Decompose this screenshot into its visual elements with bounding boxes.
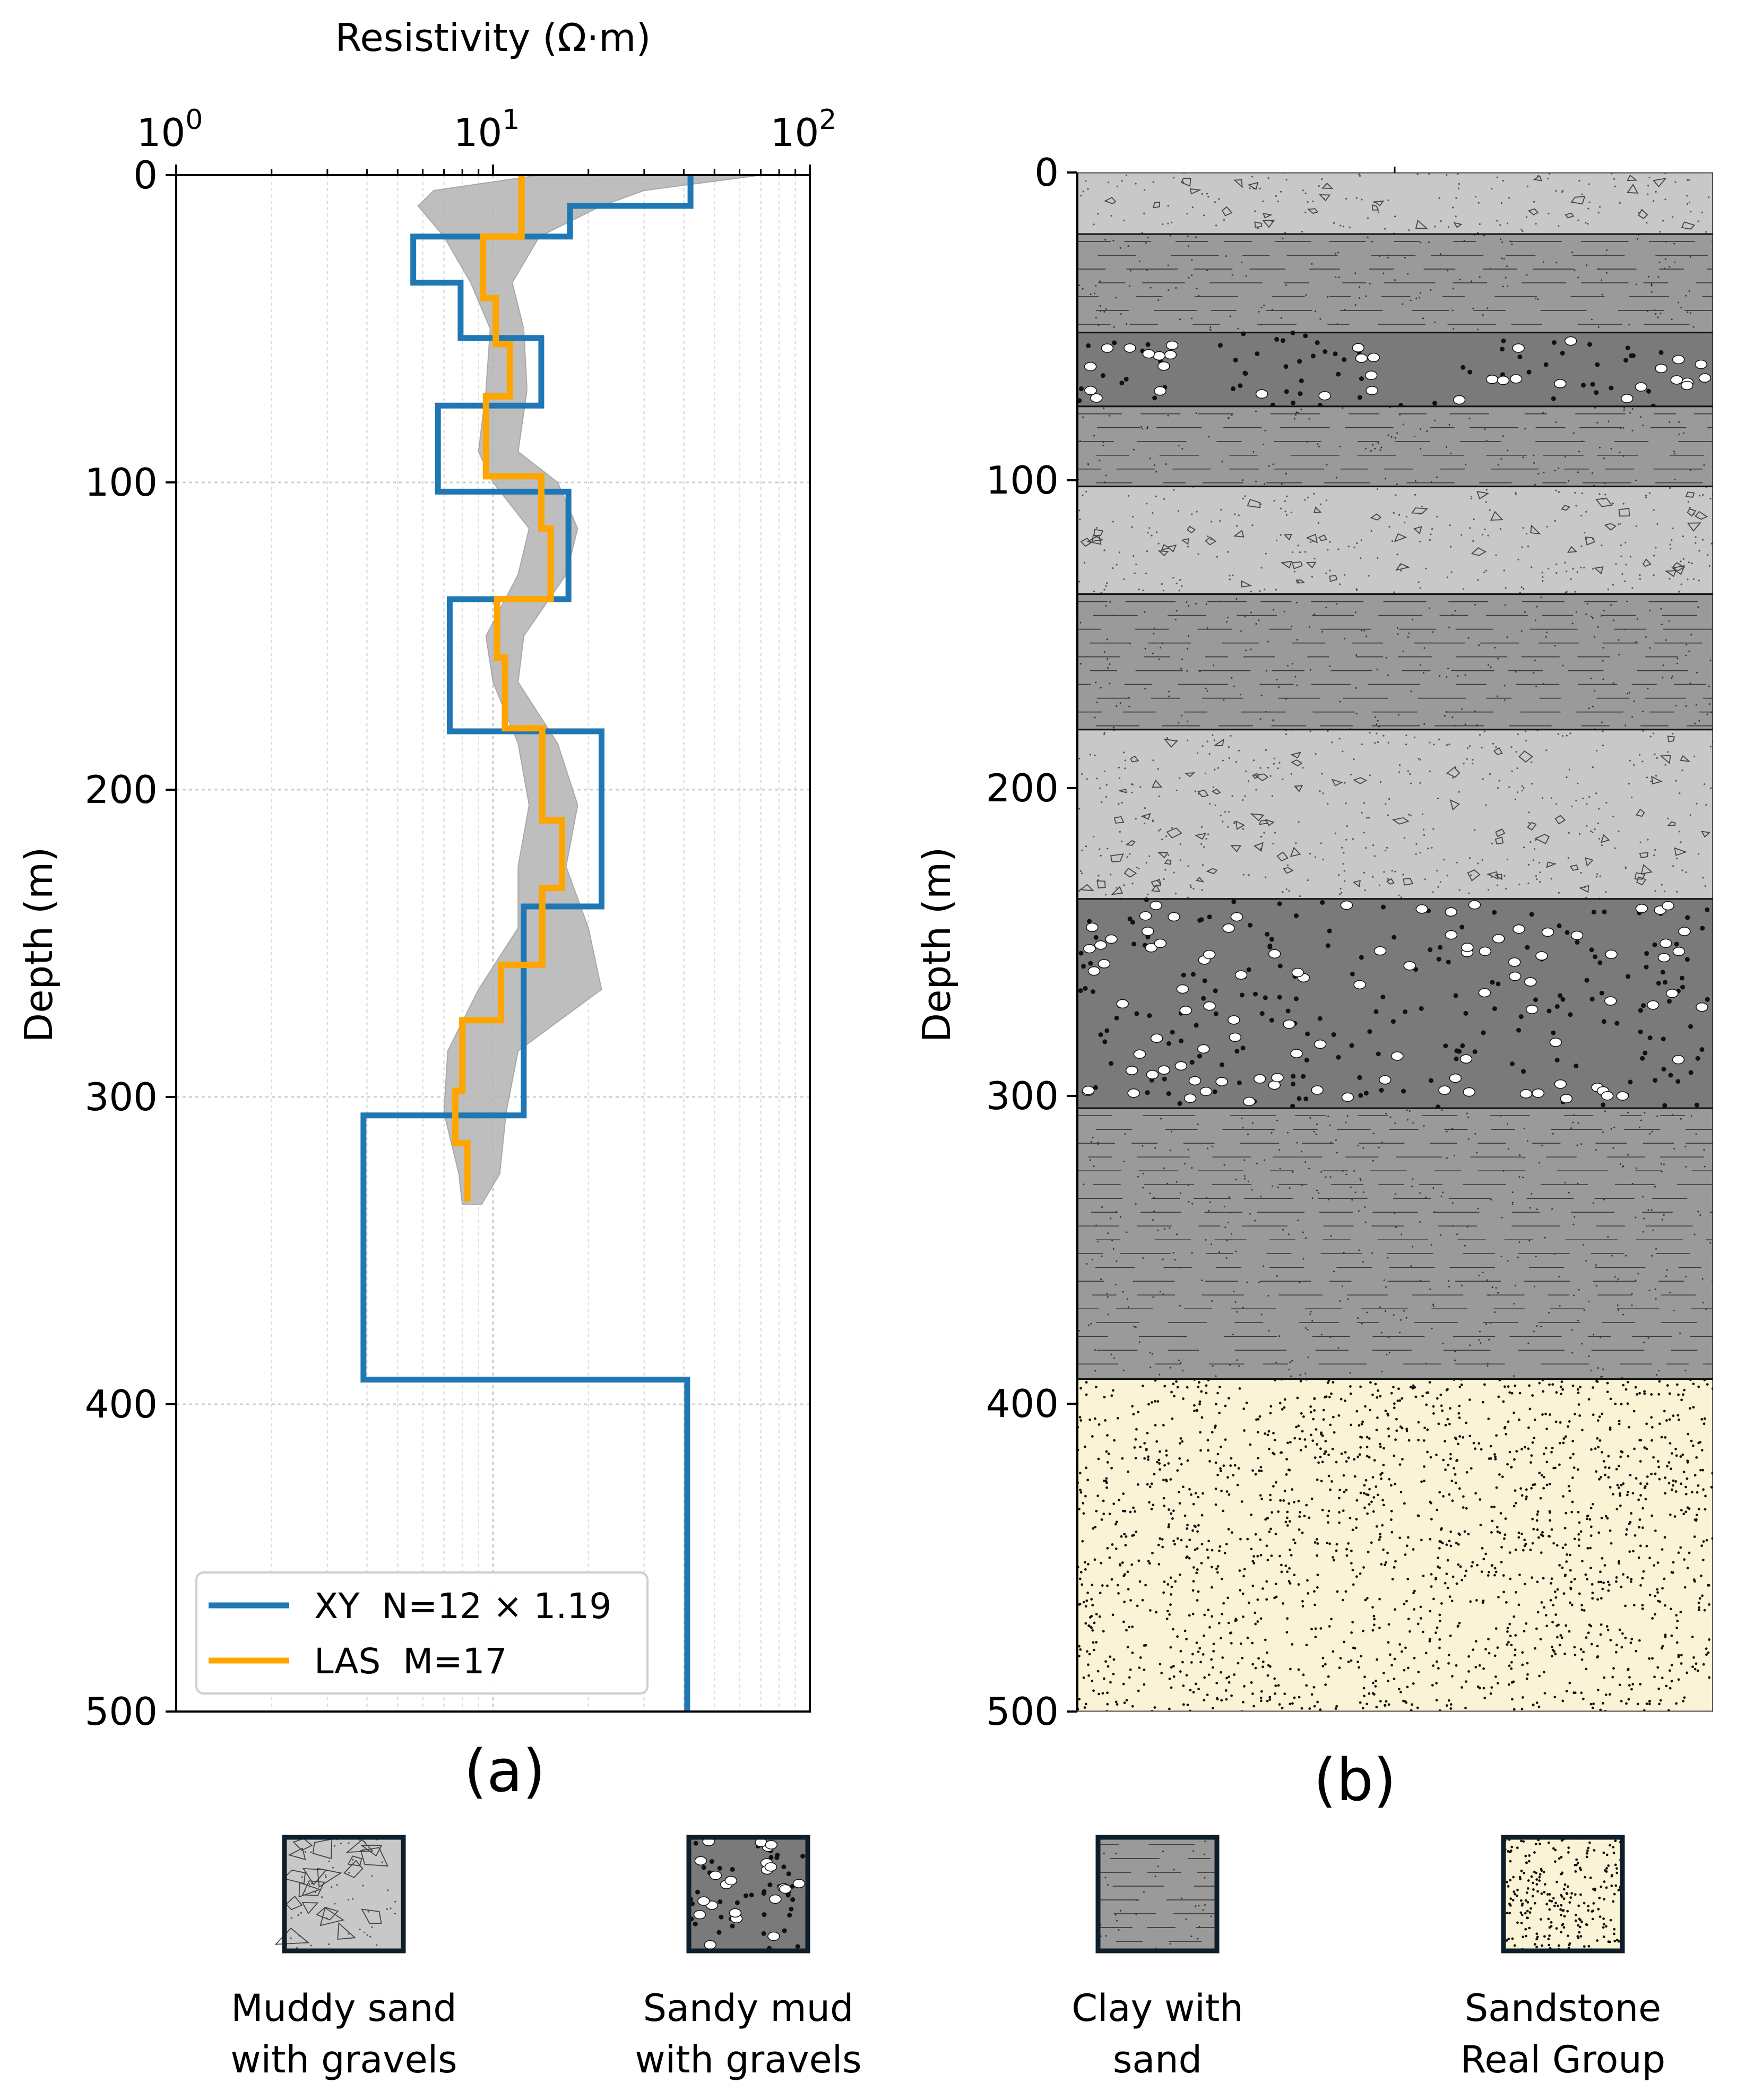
lithology-layer-clay-sand (1077, 233, 1713, 334)
lithology-layer-clay-sand (1077, 593, 1713, 731)
lithology-layer-sandstone (1077, 1378, 1713, 1712)
lithology-legend: Muddy sand with gravels Sandy mud with grav… (230, 1835, 1665, 2081)
legend-label-line2: Real Group (1461, 2038, 1665, 2081)
sandy-mud-gravel-fill (1077, 898, 1713, 1109)
lithology-layer-clay-sand (1077, 1107, 1713, 1380)
panel-b-label: (b) (1313, 1746, 1396, 1814)
y-tick-label: 100 (986, 458, 1059, 503)
legend-item-muddy-sand-gravel: Muddy sand with gravels (230, 1835, 457, 2081)
y-tick-label: 0 (133, 153, 158, 197)
x-tick-label: 100 (137, 104, 203, 155)
y-tick-label: 200 (85, 767, 158, 812)
y-tick-label: 300 (85, 1075, 158, 1119)
ensemble-band (417, 175, 761, 1205)
x-tick-label: 102 (771, 104, 837, 155)
legend-swatch-clay-sand (1098, 1837, 1217, 1951)
muddy-sand-gravel-fill (1077, 729, 1713, 899)
legend-label-line1: Muddy sand (231, 1986, 456, 2030)
legend-swatch-sandstone (1502, 1836, 1624, 1952)
y-tick-label: 200 (986, 766, 1059, 810)
legend-swatch-sandy-mud-gravel (688, 1835, 808, 1951)
muddy-sand-gravel-fill (1077, 172, 1713, 234)
y-tick-label: 400 (85, 1382, 158, 1427)
lithology-layer-clay-sand (1077, 405, 1713, 488)
legend-label-line1: Clay with (1071, 1986, 1243, 2030)
ensemble-envelope (417, 175, 761, 1205)
clay-sand-fill (1077, 406, 1713, 487)
legend-item-sandy-mud-gravel: Sandy mud with gravels (635, 1835, 862, 2081)
y-tick-label: 0 (1034, 150, 1059, 195)
clay-sand-fill (1077, 594, 1713, 730)
lithology-layer-muddy-sand-gravel (1077, 486, 1713, 595)
legend-item-sandstone: Sandstone Real Group (1461, 1835, 1665, 2081)
y-tick-label: 400 (986, 1381, 1059, 1426)
lithology-layer-sandy-mud-gravel (1077, 330, 1713, 409)
legend-box (195, 1571, 649, 1695)
y-tick-label: 500 (85, 1689, 158, 1734)
legend-label-line1: Sandstone (1465, 1986, 1661, 2030)
lithology-column (1077, 172, 1713, 1712)
y-tick-label: 500 (986, 1689, 1059, 1734)
sandstone-fill (1503, 1837, 1622, 1951)
panel-a-series (360, 175, 694, 1712)
panel-a-xlabel: Resistivity (Ω·m) (335, 15, 651, 60)
clay-sand-fill (1077, 1108, 1713, 1379)
panel-a-x-ticks: 100 101 102 (137, 104, 837, 175)
x-tick-label: 101 (454, 104, 520, 155)
sandstone-fill (1077, 1379, 1713, 1712)
chart-legend: XY N=12 × 1.19 LAS M=17 (195, 1571, 649, 1695)
legend-label-line2: with gravels (230, 2038, 457, 2081)
legend-swatch-muddy-sand-gravel (274, 1837, 403, 1951)
panel-b-y-ticks: 0 100 200 300 400 500 (986, 150, 1077, 1734)
legend-label-las: LAS M=17 (314, 1641, 507, 1682)
lithology-layer-muddy-sand-gravel (1077, 172, 1713, 235)
panel-a-ylabel: Depth (m) (16, 847, 61, 1043)
y-tick-label: 100 (85, 460, 158, 505)
legend-label-xy: XY N=12 × 1.19 (314, 1586, 611, 1627)
legend-item-clay-sand: Clay with sand (1071, 1835, 1243, 2081)
ensemble-model-line (448, 175, 623, 1205)
muddy-sand-gravel-fill (284, 1837, 403, 1951)
legend-label-line2: sand (1113, 2038, 1202, 2081)
sandy-mud-gravel-fill (1077, 332, 1713, 407)
panel-b-ylabel: Depth (m) (914, 847, 959, 1043)
clay-sand-fill (1098, 1837, 1217, 1951)
y-tick-label: 300 (986, 1074, 1059, 1118)
lithology-layer-muddy-sand-gravel (1077, 729, 1713, 900)
legend-label-line1: Sandy mud (643, 1986, 854, 2030)
panel-a-label: (a) (464, 1737, 545, 1805)
lithology-layer-sandy-mud-gravel (1077, 897, 1713, 1110)
series-xy-step-line (360, 175, 694, 1712)
series-las-step-line (452, 175, 565, 1202)
panel-b: 0 100 200 300 400 500 Depth (m) (b) (914, 150, 1713, 1814)
ensemble-model-line (457, 175, 701, 1205)
panel-a-y-ticks: 0 100 200 300 400 500 (85, 153, 176, 1734)
legend-label-line2: with gravels (635, 2038, 861, 2081)
